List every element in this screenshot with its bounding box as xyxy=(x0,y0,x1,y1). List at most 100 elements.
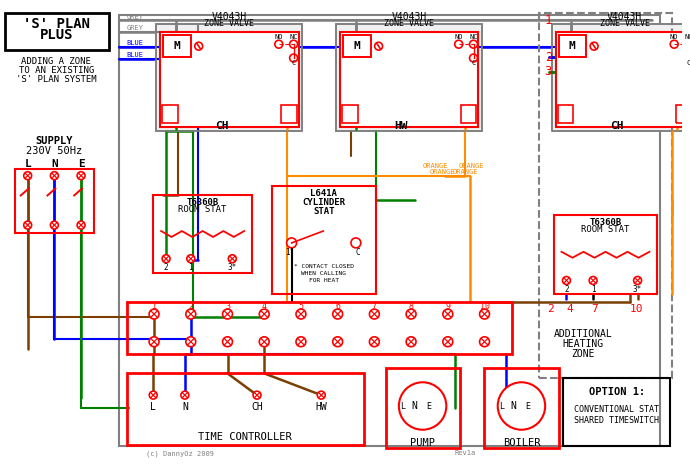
Text: T6360B: T6360B xyxy=(589,218,622,227)
Bar xyxy=(156,24,302,131)
Text: ZONE VALVE: ZONE VALVE xyxy=(204,19,255,28)
Bar xyxy=(156,24,302,131)
Text: Rev1a: Rev1a xyxy=(455,451,476,456)
Text: 3*: 3* xyxy=(228,263,237,272)
Circle shape xyxy=(162,255,170,263)
Circle shape xyxy=(470,40,477,48)
Text: CH: CH xyxy=(215,121,228,131)
Text: 6: 6 xyxy=(335,302,340,311)
Bar xyxy=(153,196,252,272)
Circle shape xyxy=(455,40,462,48)
Bar xyxy=(551,24,690,131)
Text: ORANGE: ORANGE xyxy=(459,163,484,169)
Text: 8: 8 xyxy=(408,302,413,311)
Text: ADDING A ZONE: ADDING A ZONE xyxy=(21,58,91,66)
Text: HEATING: HEATING xyxy=(562,339,604,349)
Text: 1: 1 xyxy=(591,285,595,294)
Text: CH: CH xyxy=(251,402,263,412)
Text: NO: NO xyxy=(670,34,678,40)
Text: M: M xyxy=(353,41,360,51)
Bar xyxy=(342,105,358,123)
Circle shape xyxy=(670,40,678,48)
Text: N: N xyxy=(511,401,517,411)
Text: * CONTACT CLOSED: * CONTACT CLOSED xyxy=(294,264,354,269)
Circle shape xyxy=(286,238,297,248)
Circle shape xyxy=(290,40,297,48)
Text: ZONE VALVE: ZONE VALVE xyxy=(600,19,650,28)
Text: 230V 50Hz: 230V 50Hz xyxy=(26,146,83,156)
Bar xyxy=(119,15,660,446)
Bar xyxy=(484,368,558,447)
Text: E: E xyxy=(525,402,530,410)
Circle shape xyxy=(223,309,233,319)
Circle shape xyxy=(181,391,189,399)
Text: ZONE VALVE: ZONE VALVE xyxy=(384,19,434,28)
Circle shape xyxy=(187,255,195,263)
Circle shape xyxy=(77,172,85,180)
Text: (c) DannyOz 2009: (c) DannyOz 2009 xyxy=(146,450,215,457)
Text: 4: 4 xyxy=(262,302,267,311)
Circle shape xyxy=(406,337,416,347)
Bar xyxy=(558,35,586,57)
Text: TIME CONTROLLER: TIME CONTROLLER xyxy=(198,431,292,442)
Bar xyxy=(281,105,297,123)
Circle shape xyxy=(23,221,32,229)
Text: L: L xyxy=(150,402,156,412)
Text: N: N xyxy=(412,401,417,411)
Bar xyxy=(336,24,482,131)
Circle shape xyxy=(480,309,489,319)
Circle shape xyxy=(685,40,690,48)
Text: 4: 4 xyxy=(566,304,573,314)
Text: L: L xyxy=(499,402,504,410)
Text: V4043H: V4043H xyxy=(212,12,247,22)
Circle shape xyxy=(186,337,196,347)
Text: 1: 1 xyxy=(188,263,193,272)
Text: 7: 7 xyxy=(372,302,377,311)
Text: HW: HW xyxy=(395,121,408,131)
Text: BLUE: BLUE xyxy=(126,52,144,58)
Bar xyxy=(163,35,191,57)
Bar xyxy=(461,105,477,123)
Text: 3: 3 xyxy=(225,302,230,311)
Circle shape xyxy=(149,309,159,319)
Circle shape xyxy=(296,337,306,347)
Circle shape xyxy=(228,255,236,263)
Bar xyxy=(676,105,690,123)
Text: FOR HEAT: FOR HEAT xyxy=(308,278,339,283)
Circle shape xyxy=(333,309,343,319)
Text: NC: NC xyxy=(289,34,298,40)
Text: 1: 1 xyxy=(152,302,157,311)
Text: GREY: GREY xyxy=(126,25,144,31)
Text: 2: 2 xyxy=(564,285,569,294)
Text: C: C xyxy=(355,249,360,257)
Text: 3*: 3* xyxy=(633,285,642,294)
Text: 2: 2 xyxy=(544,51,552,64)
Text: PUMP: PUMP xyxy=(410,438,435,447)
Text: ROOM STAT: ROOM STAT xyxy=(179,205,227,214)
Text: NC: NC xyxy=(684,34,690,40)
Bar xyxy=(343,35,371,57)
Circle shape xyxy=(480,337,489,347)
Text: ORANGE: ORANGE xyxy=(430,169,455,175)
Circle shape xyxy=(351,238,361,248)
Text: 9: 9 xyxy=(445,302,451,311)
Text: C: C xyxy=(291,60,296,66)
Text: BOILER: BOILER xyxy=(503,438,540,447)
Text: 2: 2 xyxy=(188,302,193,311)
Circle shape xyxy=(443,309,453,319)
Circle shape xyxy=(77,221,85,229)
Bar xyxy=(272,186,375,294)
Bar xyxy=(14,169,94,233)
Text: 1: 1 xyxy=(544,14,552,27)
Circle shape xyxy=(590,42,598,50)
Circle shape xyxy=(186,309,196,319)
Text: PLUS: PLUS xyxy=(39,28,73,42)
Text: 'S' PLAN SYSTEM: 'S' PLAN SYSTEM xyxy=(16,75,97,84)
Text: E: E xyxy=(78,159,84,169)
Text: NC: NC xyxy=(469,34,477,40)
Text: ADDITIONAL: ADDITIONAL xyxy=(554,329,613,339)
Text: 3: 3 xyxy=(544,66,552,78)
Text: HW: HW xyxy=(315,402,327,412)
Text: 'S' PLAN: 'S' PLAN xyxy=(23,17,90,31)
Circle shape xyxy=(369,337,380,347)
